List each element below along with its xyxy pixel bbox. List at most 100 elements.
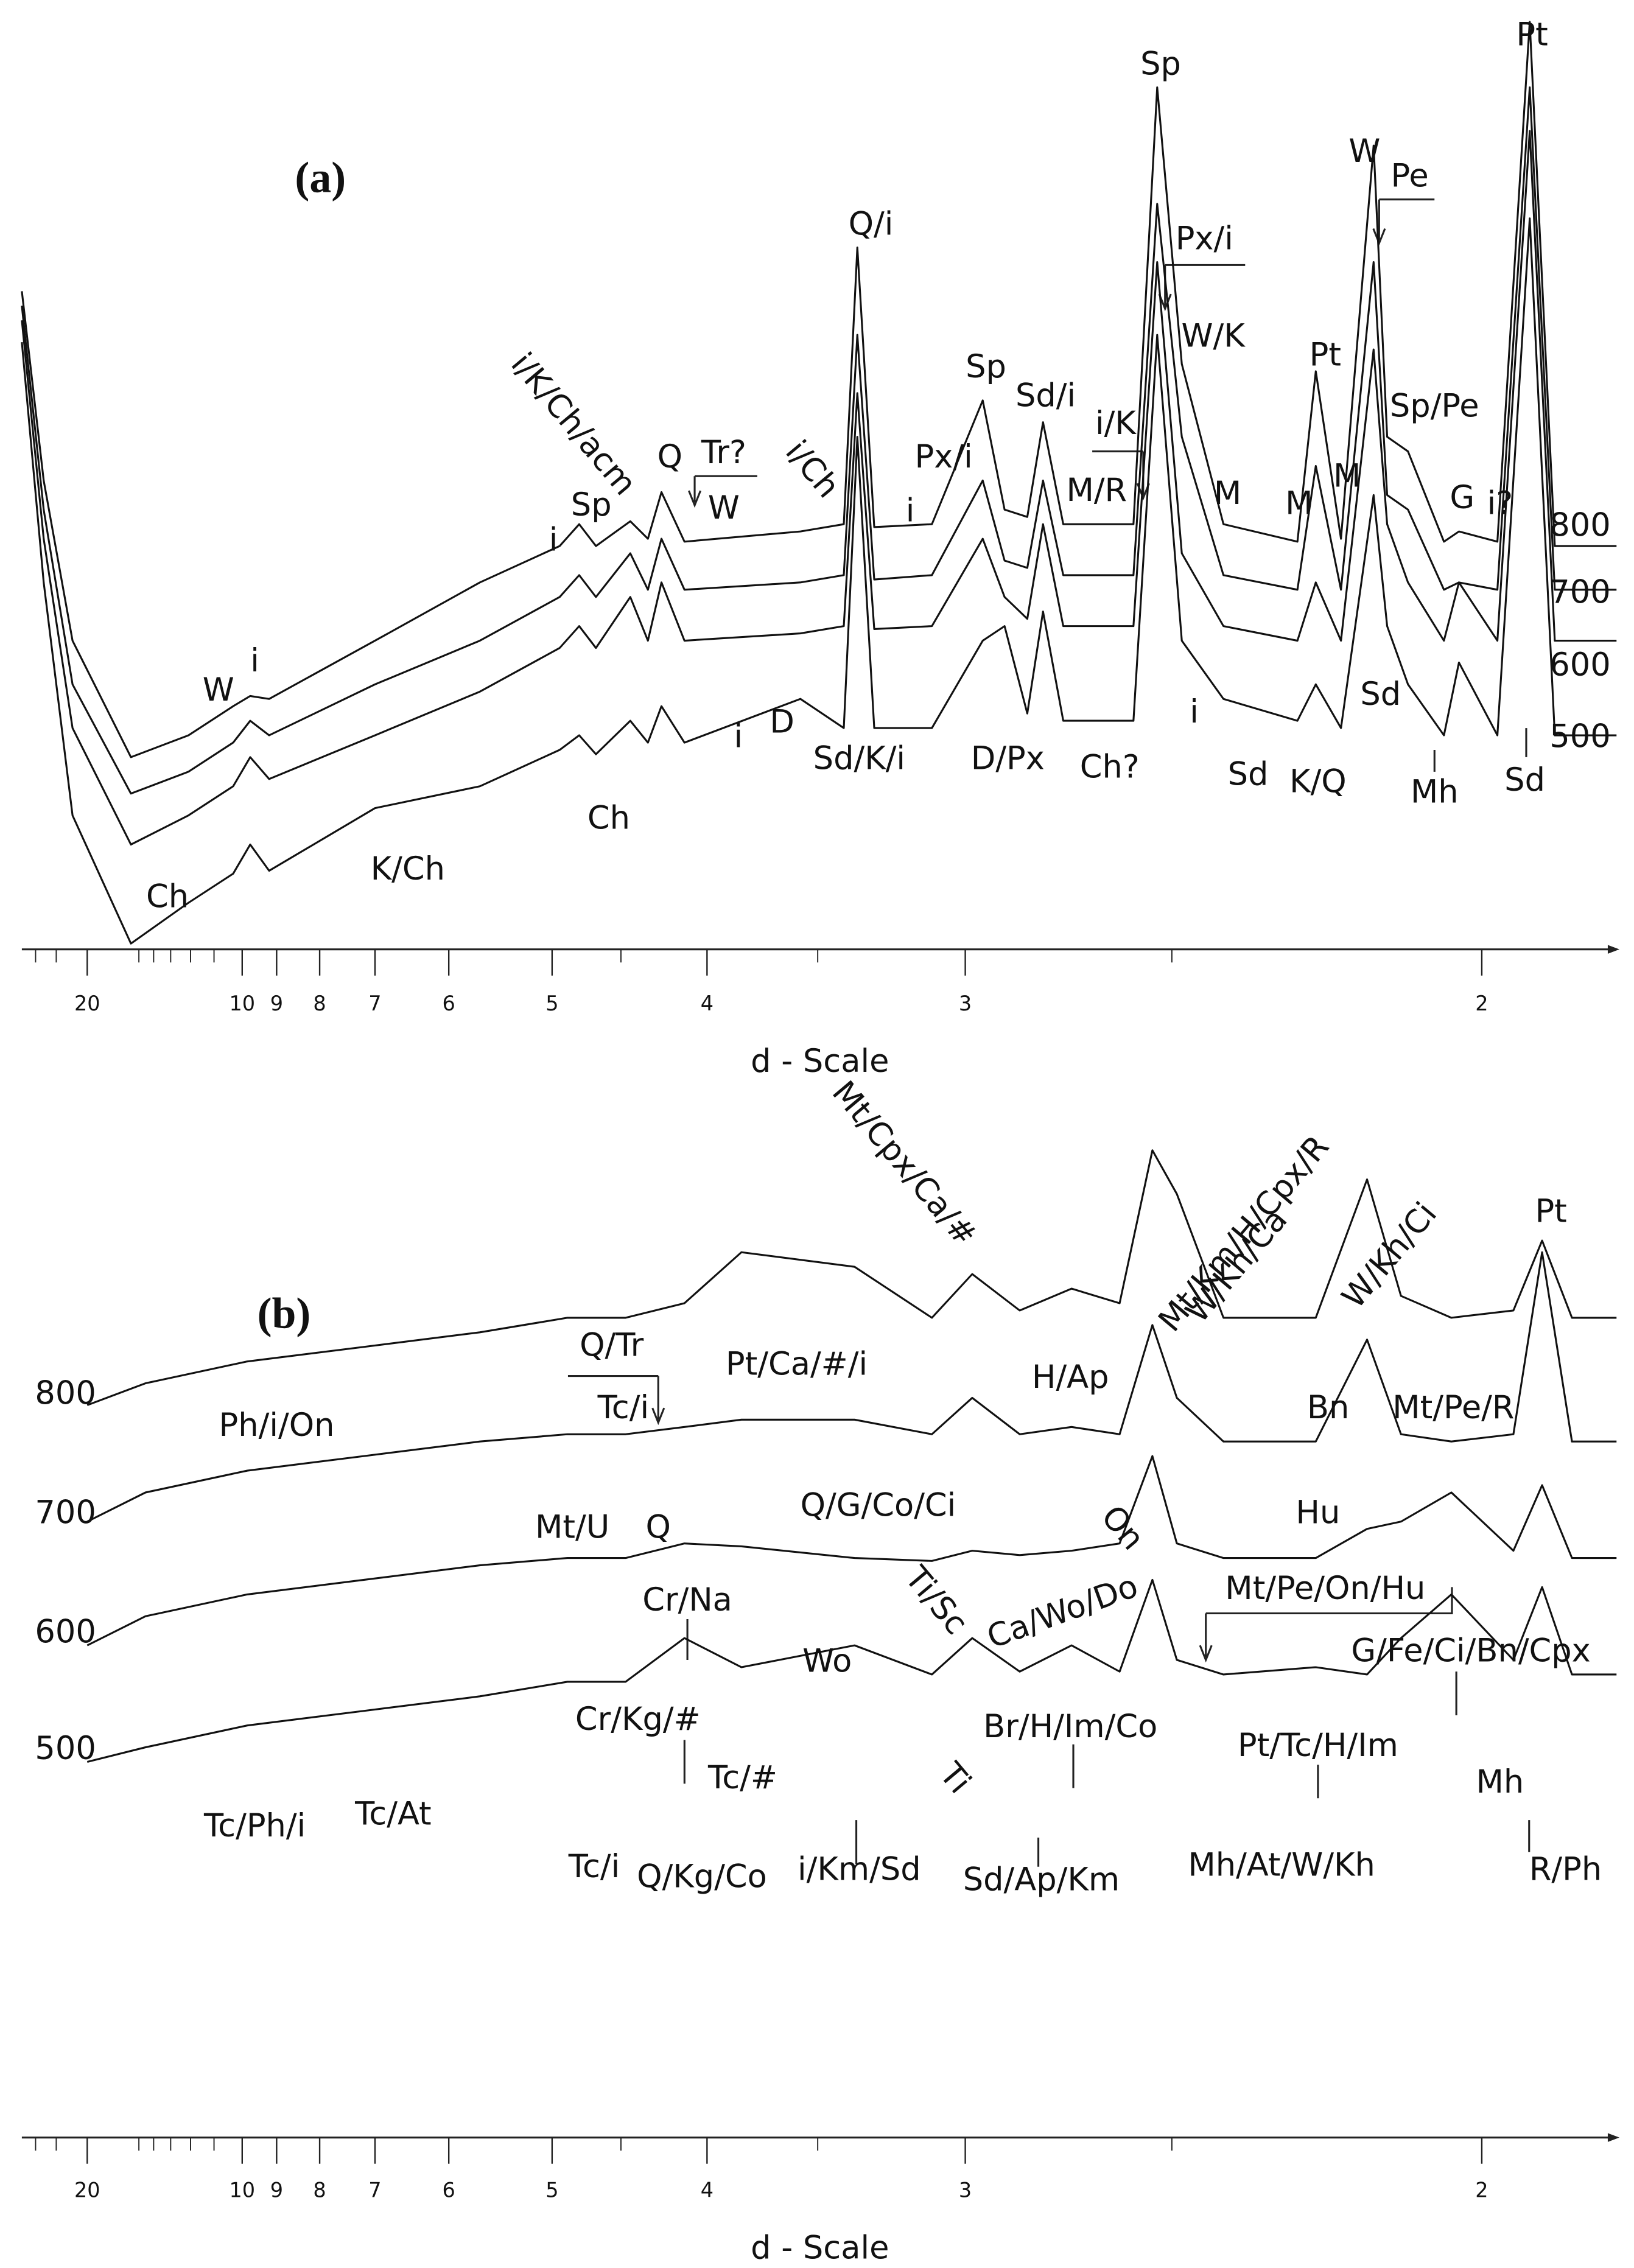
peak-label: Tc/i bbox=[568, 1848, 620, 1885]
panel-label: (a) bbox=[295, 153, 346, 201]
peak-label: H/Ap bbox=[1032, 1359, 1109, 1396]
peak-label: W bbox=[708, 489, 740, 527]
trace bbox=[21, 21, 1617, 758]
x-tick-label: 2 bbox=[1475, 2179, 1488, 2202]
peak-label: M bbox=[1214, 475, 1241, 512]
peak-label: Px/i bbox=[1176, 220, 1233, 257]
x-tick-label: 8 bbox=[313, 2179, 326, 2202]
peak-label: Sd bbox=[1360, 676, 1401, 713]
peak-label: Cr/Kg/# bbox=[575, 1701, 701, 1738]
peak-label: Sp bbox=[1140, 45, 1181, 82]
peak-label: Ca/Wo/Do bbox=[983, 1567, 1143, 1656]
peak-label: Q/Kg/Co bbox=[637, 1858, 767, 1895]
x-tick-label: 6 bbox=[443, 2179, 455, 2202]
peak-label: Tc/i bbox=[597, 1389, 649, 1426]
x-tick-label: 3 bbox=[959, 2179, 972, 2202]
peak-label: i/K/Ch/acm bbox=[503, 346, 643, 502]
peak-label: Mt/U bbox=[535, 1508, 609, 1545]
peak-label: i/Km/Sd bbox=[798, 1851, 921, 1888]
peak-label: Ph/i/On bbox=[219, 1407, 335, 1444]
peak-label: i? bbox=[1487, 485, 1513, 522]
peak-label: R/Ph bbox=[1529, 1851, 1602, 1888]
leader bbox=[1372, 198, 1435, 246]
peak-label: Mh bbox=[1411, 773, 1459, 810]
peak-label: i bbox=[1190, 693, 1199, 730]
peak-label: i/K bbox=[1095, 405, 1137, 442]
x-tick-label: 9 bbox=[270, 992, 283, 1015]
peak-label: Px/i bbox=[915, 438, 973, 475]
peak-label: Mt/Cpx/Ca/# bbox=[825, 1074, 984, 1254]
x-tick-label: 20 bbox=[74, 992, 100, 1015]
x-tick-label: 8 bbox=[313, 992, 326, 1015]
trace bbox=[21, 130, 1617, 845]
x-tick-label: 7 bbox=[368, 992, 381, 1015]
trace bbox=[21, 217, 1617, 945]
trace-label: 500 bbox=[35, 1730, 96, 1767]
peak-label: Ti/Sc bbox=[897, 1559, 975, 1642]
peak-label: Bn bbox=[1307, 1389, 1349, 1426]
peak-label: Cr/Na bbox=[642, 1581, 732, 1619]
peak-label: W/K bbox=[1182, 318, 1246, 355]
axis-arrow bbox=[1607, 2133, 1620, 2142]
peak-label: Pt/Ca/#/i bbox=[726, 1345, 868, 1382]
peak-label: Mt/Pe/R bbox=[1392, 1389, 1514, 1426]
peak-label: Wo bbox=[802, 1642, 852, 1679]
peak-label: Br/H/Im/Co bbox=[983, 1708, 1157, 1745]
peak-label: Sd bbox=[1228, 756, 1269, 793]
x-tick-label: 10 bbox=[230, 2179, 256, 2202]
peak-label: Q/Tr bbox=[580, 1326, 644, 1363]
peak-label: i bbox=[250, 642, 259, 679]
peak-label: Sd/K/i bbox=[813, 740, 905, 777]
peak-label: W/Kh/Ci bbox=[1335, 1195, 1445, 1316]
peak-label: Pt bbox=[1516, 16, 1548, 53]
trace bbox=[21, 86, 1617, 795]
peak-label: Ti bbox=[932, 1755, 978, 1801]
peak-label: Ch bbox=[146, 878, 189, 915]
x-tick-label: 5 bbox=[545, 2179, 558, 2202]
x-tick-label: 20 bbox=[74, 2179, 100, 2202]
peak-label: K/Q bbox=[1289, 763, 1347, 800]
peak-label: Pe bbox=[1390, 157, 1428, 194]
peak-label: Tc/Ph/i bbox=[203, 1807, 306, 1844]
leader bbox=[567, 1375, 665, 1426]
peak-label: Sp bbox=[571, 486, 612, 523]
peak-label: Sp bbox=[966, 348, 1006, 385]
peak-label: Sd bbox=[1504, 761, 1545, 799]
trace bbox=[86, 1149, 1617, 1406]
trace-label: 500 bbox=[1549, 718, 1610, 755]
peak-label: Tc/# bbox=[707, 1759, 777, 1796]
x-tick-label: 10 bbox=[230, 992, 256, 1015]
trace bbox=[86, 1251, 1617, 1523]
x-axis-title: d - Scale bbox=[751, 2229, 889, 2266]
peak-label: M bbox=[1333, 457, 1361, 494]
peak-label: Mh/At/W/Kh bbox=[1188, 1846, 1375, 1883]
peak-label: Ch? bbox=[1080, 749, 1140, 786]
x-tick-label: 2 bbox=[1475, 992, 1488, 1015]
peak-label: Pt/Tc/H/Im bbox=[1238, 1727, 1398, 1764]
trace bbox=[86, 1578, 1617, 1763]
peak-label: Q/i bbox=[849, 205, 894, 242]
x-tick-label: 4 bbox=[701, 992, 714, 1015]
peak-label: M bbox=[1285, 485, 1313, 522]
leader bbox=[1158, 264, 1246, 312]
peak-label: Sd/i bbox=[1015, 377, 1076, 415]
peak-label: Q bbox=[657, 438, 682, 475]
peak-label: Pt bbox=[1535, 1192, 1566, 1230]
peak-label: Tc/At bbox=[354, 1796, 432, 1833]
peak-label: i bbox=[549, 522, 558, 559]
peak-label: Ch bbox=[587, 799, 630, 836]
x-tick-label: 4 bbox=[701, 2179, 714, 2202]
peak-label: W bbox=[1348, 133, 1380, 170]
peak-label: G bbox=[1450, 479, 1474, 516]
peak-label: Pt bbox=[1310, 337, 1341, 374]
axis-arrow bbox=[1607, 945, 1620, 954]
peak-label: Mt/Pe/On/Hu bbox=[1225, 1570, 1425, 1607]
peak-label: K/Ch bbox=[371, 850, 445, 887]
x-tick-label: 9 bbox=[270, 2179, 283, 2202]
trace-label: 800 bbox=[1549, 507, 1610, 544]
x-tick-label: 3 bbox=[959, 992, 972, 1015]
peak-label: G/Fe/Ci/Bn/Cpx bbox=[1351, 1633, 1590, 1670]
peak-label: Tr? bbox=[701, 434, 746, 471]
peak-label: D/Px bbox=[971, 740, 1045, 777]
